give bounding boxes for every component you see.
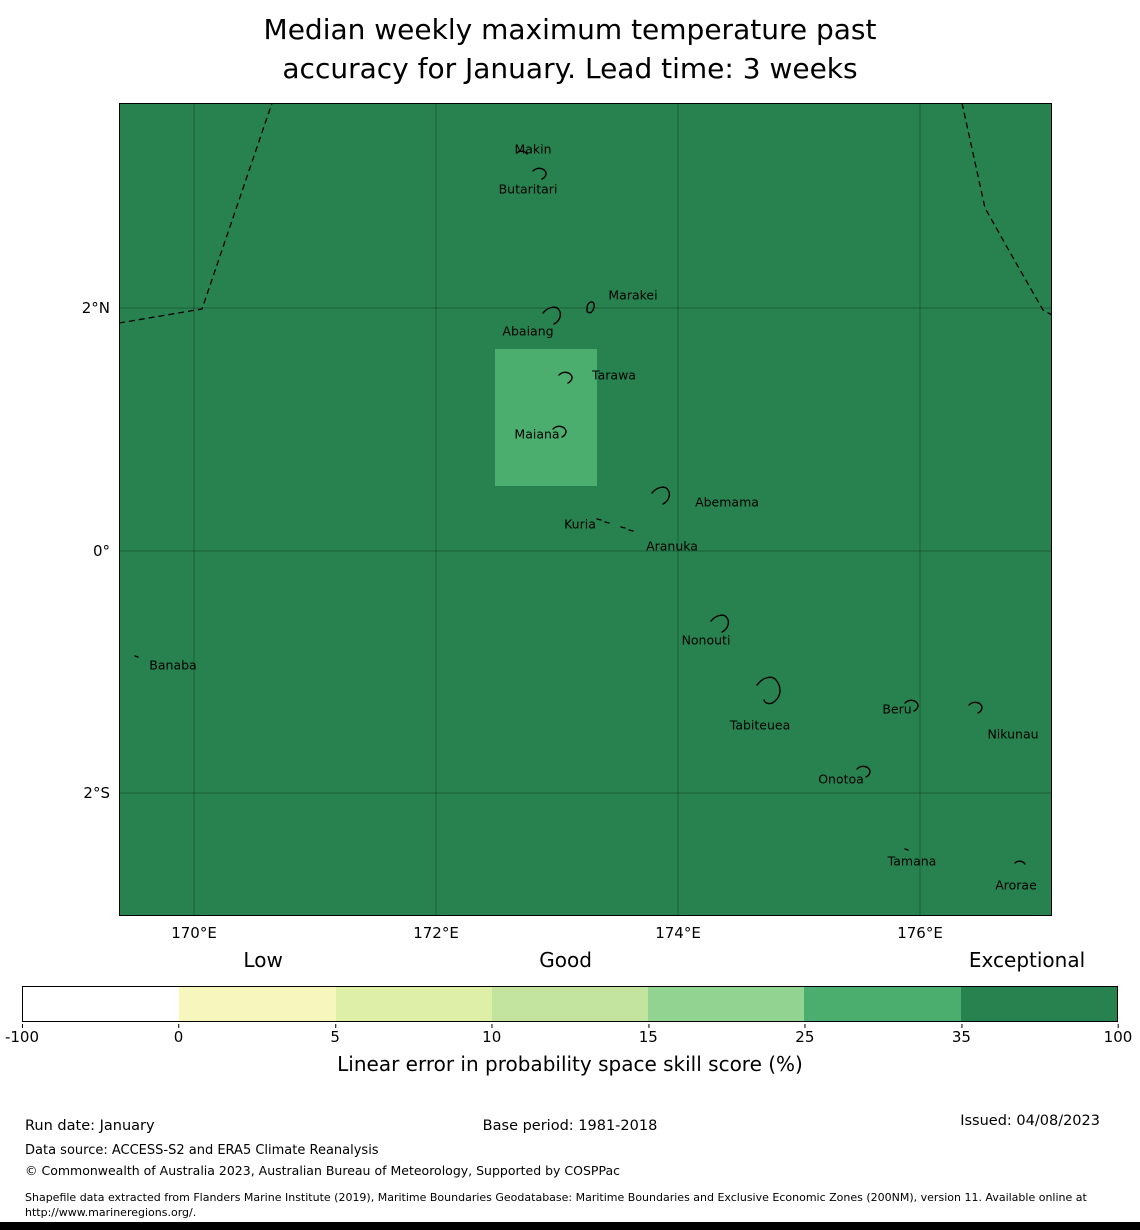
island-label: Tabiteuea — [729, 717, 791, 733]
base-period-label: Base period: 1981-2018 — [482, 1118, 658, 1134]
colorbar-tick-label: 5 — [330, 1024, 340, 1046]
island-label: Aranuka — [646, 538, 698, 554]
colorbar-ticks: -100 0 5 10 15 25 35 100 — [5, 1024, 1132, 1048]
colorbar-segment — [335, 987, 492, 1021]
y-axis-tick-label: 2°S — [83, 784, 110, 802]
shapefile-note: Shapefile data extracted from Flanders M… — [25, 1191, 1087, 1220]
skill-descriptor-label: Exceptional — [968, 948, 1086, 972]
y-axis-tick-label: 0° — [92, 542, 110, 560]
island-label: Onotoa — [818, 771, 864, 787]
x-axis-tick-label: 172°E — [413, 924, 459, 942]
title-line-1: Median weekly maximum temperature past — [263, 13, 877, 46]
skill-descriptor-label: Good — [539, 948, 592, 972]
island-label: Abemama — [695, 494, 759, 510]
map-plot: Makin Butaritari Marakei Abaiang Tarawa Maian… — [82, 103, 1052, 942]
map-canvas — [119, 103, 1052, 916]
colorbar-segment — [179, 987, 336, 1021]
island-label: Tarawa — [592, 367, 636, 383]
y-axis-tick-label: 2°N — [81, 299, 110, 317]
colorbar-tick-label: 25 — [795, 1024, 815, 1046]
copyright-label: © Commonwealth of Australia 2023, Austra… — [25, 1163, 620, 1178]
island-label: Beru — [882, 701, 912, 717]
colorbar-legend: Low Good Exceptional -100 0 5 10 15 25 35 100 Lin… — [5, 948, 1132, 1076]
colorbar-segment — [960, 987, 1117, 1021]
page-title: Median weekly maximum temperature past a… — [0, 10, 1140, 88]
footer-row: Run date: January Base period: 1981-2018… — [25, 1113, 1115, 1135]
island-label: Tamana — [887, 853, 937, 869]
colorbar-tick-label: 15 — [638, 1024, 658, 1046]
island-label: Nonouti — [681, 632, 731, 648]
island-label: Maiana — [514, 426, 560, 442]
colorbar-tick-label: 100 — [1103, 1024, 1133, 1046]
skill-descriptor-label: Low — [243, 948, 283, 972]
colorbar-segment — [804, 987, 961, 1021]
colorbar-segment — [23, 987, 180, 1021]
colorbar-segment — [648, 987, 805, 1021]
x-axis-tick-label: 174°E — [655, 924, 701, 942]
colorbar-tick-label: 10 — [482, 1024, 502, 1046]
island-label: Kuria — [564, 516, 596, 532]
x-axis-tick-label: 170°E — [171, 924, 217, 942]
run-date-label: Run date: January — [25, 1118, 155, 1134]
bottom-bar — [0, 1222, 1140, 1230]
island-label: Abaiang — [502, 323, 554, 339]
title-line-2: accuracy for January. Lead time: 3 weeks — [282, 52, 858, 85]
island-label: Marakei — [608, 287, 658, 303]
colorbar-tick-label: -100 — [4, 1024, 40, 1046]
skill-descriptors: Low Good Exceptional — [22, 948, 1118, 978]
data-source-label: Data source: ACCESS-S2 and ERA5 Climate … — [25, 1143, 379, 1158]
island-label: Banaba — [149, 657, 197, 673]
island-label: Arorae — [995, 877, 1037, 893]
island-label: Nikunau — [987, 726, 1039, 742]
issued-date-label: Issued: 04/08/2023 — [960, 1113, 1100, 1129]
colorbar-axis-label: Linear error in probability space skill … — [337, 1052, 803, 1076]
island-label: Makin — [514, 141, 552, 157]
colorbar-tick-label: 0 — [173, 1024, 184, 1046]
island-label: Butaritari — [498, 181, 558, 197]
colorbar — [22, 986, 1118, 1022]
x-axis-tick-label: 176°E — [897, 924, 943, 942]
colorbar-tick-label: 35 — [951, 1024, 971, 1046]
colorbar-segment — [491, 987, 649, 1021]
